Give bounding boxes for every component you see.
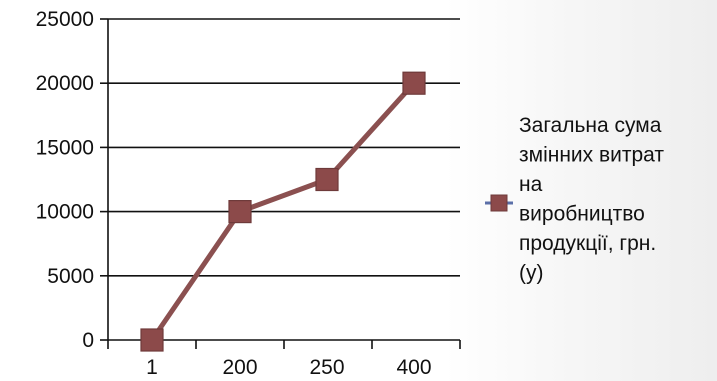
legend-label-line: (у) [519,262,544,285]
y-tick-label: 25000 [36,8,94,31]
data-point-marker [140,328,164,352]
data-point-marker [315,167,339,192]
legend-label-line: виробництво [519,203,645,226]
legend-label: Загальна сума змінних витрат на виробництво… [519,114,664,285]
x-tick-label: 400 [396,356,431,379]
legend-label-line: Загальна сума [519,114,662,137]
x-tick-label: 1 [146,356,158,379]
y-tick-label: 5000 [47,265,94,288]
x-tick-label: 250 [309,356,344,379]
legend: Загальна сума змінних витрат на виробництво… [485,114,664,285]
gridlines [108,18,460,277]
data-point-marker [402,71,426,95]
legend-label-line: на [519,173,543,196]
x-tick-labels: 1 200 250 400 [146,356,431,379]
axes [100,18,461,349]
y-tick-label: 15000 [36,136,94,159]
data-point-marker [228,200,252,224]
x-tick-label: 200 [222,356,257,379]
y-tick-label: 10000 [36,201,94,224]
y-tick-label: 20000 [36,72,94,95]
series-layer [140,71,426,352]
series-line [149,81,416,342]
legend-label-line: змінних витрат [519,144,664,167]
legend-label-line: продукції, грн. [519,232,656,255]
legend-marker-swatch [490,194,508,212]
y-tick-label: 0 [82,329,94,352]
y-tick-labels: 0 5000 10000 15000 20000 25000 [36,8,94,352]
